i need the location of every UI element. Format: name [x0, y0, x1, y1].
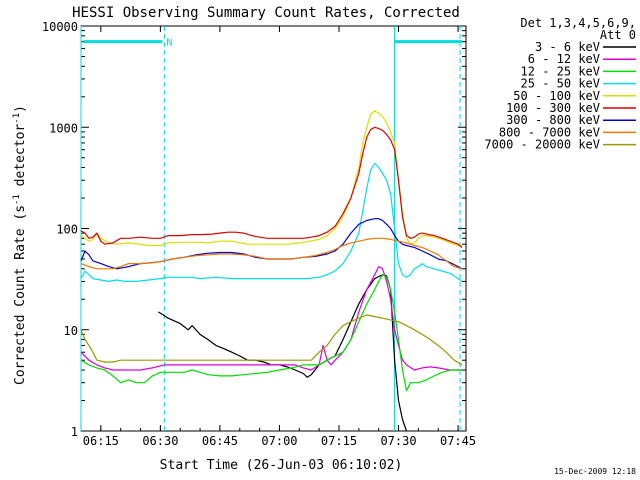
y-tick-label-4: 10000 [42, 20, 78, 34]
legend-label-4: 50 - 100 keV [513, 89, 600, 103]
x-tick-label-6: 07:45 [440, 434, 476, 448]
legend-header-line-2: Att 0 [600, 28, 636, 42]
series-line-5 [80, 126, 463, 248]
series-line-3 [80, 162, 463, 282]
chart-title: HESSI Observing Summary Count Rates, Cor… [72, 5, 460, 21]
flag-label-0: N [166, 38, 172, 49]
y-label-exp-1: -1 [12, 194, 22, 205]
legend-label-7: 800 - 7000 keV [499, 125, 600, 139]
series-lines [80, 110, 463, 432]
x-tick-label-1: 06:30 [142, 434, 178, 448]
series-line-2 [80, 274, 462, 392]
x-tick-label-5: 07:30 [380, 434, 416, 448]
legend-label-0: 3 - 6 keV [535, 40, 600, 54]
y-label-end: ) [13, 105, 28, 113]
legend-label-5: 100 - 300 keV [506, 101, 600, 115]
y-label-exp-2: -1 [12, 113, 22, 124]
series-line-8 [80, 314, 463, 366]
y-axis-label: Corrected Count Rate (s-1 detector-1) [12, 105, 28, 385]
legend-header-line-1: Det 1,3,4,5,6,9, [520, 16, 636, 30]
legend-label-8: 7000 - 20000 keV [484, 138, 600, 152]
x-tick-label-3: 07:00 [261, 434, 297, 448]
series-line-1 [80, 266, 462, 371]
x-axis-label: Start Time (26-Jun-03 06:10:02) [160, 458, 403, 473]
x-tick-label-4: 07:15 [321, 434, 357, 448]
series-line-7 [80, 237, 463, 270]
y-tick-label-1: 10 [64, 324, 78, 338]
y-tick-label-3: 1000 [49, 121, 78, 135]
footer-timestamp: 15-Dec-2009 12:18 [554, 467, 636, 476]
legend-label-3: 25 - 50 keV [521, 77, 600, 91]
y-tick-label-2: 100 [56, 223, 78, 237]
legend-label-1: 6 - 12 keV [528, 52, 600, 66]
y-label-mid: detector [13, 124, 28, 195]
y-label-main: Corrected Count Rate (s [13, 205, 28, 385]
x-tick-label-2: 06:45 [202, 434, 238, 448]
x-tick-label-0: 06:15 [83, 434, 119, 448]
y-tick-label-0: 1 [71, 425, 78, 439]
legend-label-6: 300 - 800 keV [506, 113, 600, 127]
axis-ticks: 06:15 06:30 06:45 07:00 07:15 07:30 07:45 1 10 10… [42, 20, 476, 448]
legend-label-2: 12 - 25 keV [521, 64, 600, 78]
